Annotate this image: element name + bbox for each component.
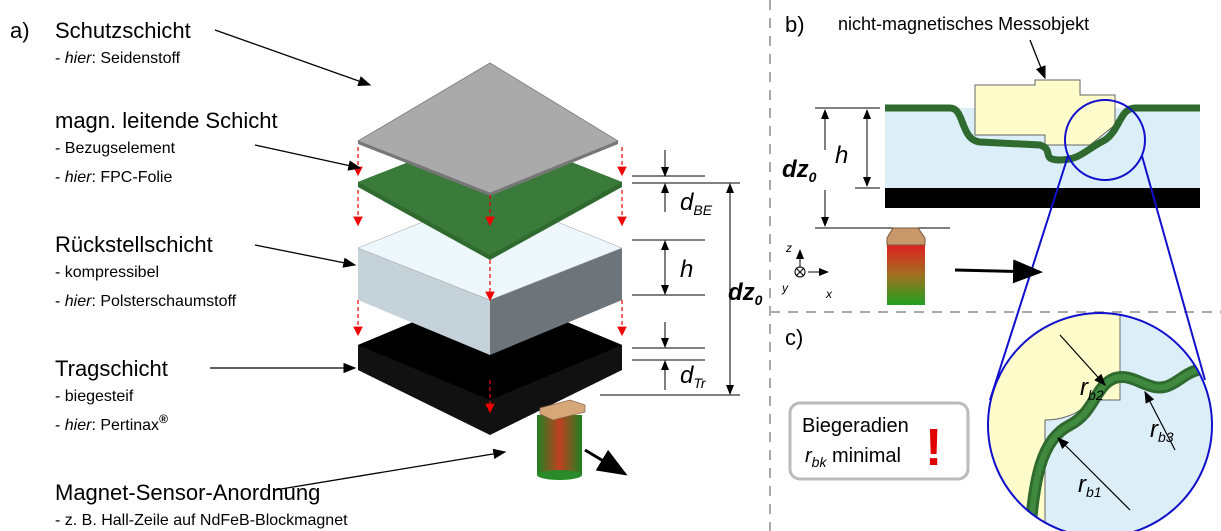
note-pre: - z. B. Hall-Zeile auf NdFeB-Blockmagnet <box>55 512 348 529</box>
panel-label: a) <box>10 18 30 43</box>
dimension-label: dz0 <box>782 156 817 185</box>
dimension-label: dz0 <box>728 279 763 308</box>
note-pre: - <box>55 50 65 67</box>
note-post: : Seidenstoff <box>91 50 180 67</box>
dimension-label: h <box>835 142 848 169</box>
dim-sub: Tr <box>693 375 707 391</box>
panel-label: c) <box>785 325 803 350</box>
layer-note: - Bezugselement <box>55 140 176 157</box>
layer-note: - z. B. Hall-Zeile auf NdFeB-Blockmagnet <box>55 512 348 529</box>
dimension-label: h <box>680 256 693 283</box>
dim-main: d <box>680 189 694 216</box>
note-pre: - biegesteif <box>55 388 134 405</box>
note-pre: - <box>55 293 65 310</box>
layer-title: Magnet-Sensor-Anordnung <box>55 480 320 505</box>
layer-note: - biegesteif <box>55 388 134 405</box>
note-sup: ® <box>159 412 168 426</box>
exclamation: ! <box>925 419 942 477</box>
layer-note: - kompressibel <box>55 264 159 281</box>
dimension-label: dBE <box>680 189 713 218</box>
note-post: : FPC-Folie <box>91 169 172 186</box>
note-post: : Pertinax <box>91 417 159 434</box>
note-pre: - Bezugselement <box>55 140 176 157</box>
layer-title: magn. leitende Schicht <box>55 108 278 133</box>
panel-title: nicht-magnetisches Messobjekt <box>838 14 1089 34</box>
layer-note: - hier: Polsterschaumstoff <box>55 293 237 310</box>
radius-sub: b1 <box>1086 484 1102 500</box>
dim-main: d <box>680 362 694 389</box>
radius-sub: b3 <box>1158 429 1174 445</box>
layer-title: Schutzschicht <box>55 18 191 43</box>
axis-label: x <box>825 287 833 301</box>
note-em: hier <box>65 50 92 67</box>
layer-note: - hier: Seidenstoff <box>55 50 181 67</box>
layer-stack <box>358 63 625 480</box>
layer-title: Rückstellschicht <box>55 232 213 257</box>
note-pre: - <box>55 417 65 434</box>
dim-main: dz <box>782 156 809 183</box>
layer-title: Tragschicht <box>55 356 168 381</box>
leader-arrow <box>1030 40 1045 78</box>
zoom-circle <box>985 300 1220 531</box>
note-post: : Polsterschaumstoff <box>91 293 236 310</box>
note-rest: minimal <box>826 445 900 467</box>
note-pre: - kompressibel <box>55 264 159 281</box>
note-text: Biegeradien <box>802 415 909 437</box>
dim-sub: 0 <box>755 292 763 308</box>
note-em: hier <box>65 169 92 186</box>
dimension-label: dTr <box>680 362 707 391</box>
note-pre: - <box>55 169 65 186</box>
panel-label: b) <box>785 12 805 37</box>
dim-main: dz <box>728 279 755 306</box>
axis-label: y <box>781 281 789 295</box>
axis-label: z <box>785 241 792 255</box>
note-sub: bk <box>812 454 828 470</box>
note-em: hier <box>65 293 92 310</box>
layer-note: - hier: Pertinax® <box>55 412 168 434</box>
layer-note: - hier: FPC-Folie <box>55 169 172 186</box>
dim-sub: 0 <box>809 169 817 185</box>
note-em: hier <box>65 417 92 434</box>
dim-sub: BE <box>693 202 712 218</box>
radius-sub: b2 <box>1088 387 1104 403</box>
diagram: a) Schutzschicht- hier: Seidenstoffmagn.… <box>0 0 1221 531</box>
